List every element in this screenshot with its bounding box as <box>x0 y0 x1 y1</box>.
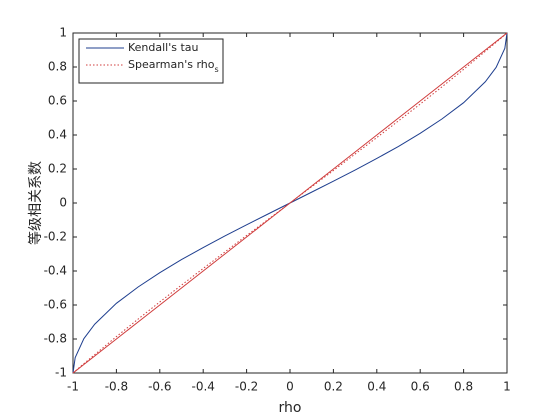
y-tick-label: -0.4 <box>44 264 67 278</box>
x-tick-label: 0.2 <box>324 380 343 394</box>
y-tick-label: 0.6 <box>48 94 67 108</box>
y-axis-label: 等级相关系数 <box>27 161 44 245</box>
legend-label: Kendall's tau <box>128 41 199 54</box>
y-tick-label: 0.4 <box>48 128 67 142</box>
legend-box <box>78 38 224 84</box>
x-tick-label: 0.6 <box>411 380 430 394</box>
x-tick-label: -0.8 <box>105 380 128 394</box>
x-tick-label: -0.2 <box>235 380 258 394</box>
series-line <box>72 32 508 374</box>
x-tick-label: 0.4 <box>367 380 386 394</box>
y-tick-label: -0.2 <box>44 230 67 244</box>
x-axis-label: rho <box>279 400 302 416</box>
y-tick-label: 0.8 <box>48 60 67 74</box>
y-tick-label: 0.2 <box>48 162 67 176</box>
x-tick-label: 0.8 <box>454 380 473 394</box>
y-tick-label: -0.8 <box>44 332 67 346</box>
y-tick-label: 0 <box>59 196 67 210</box>
legend-label-text: Spearman's rho <box>128 58 215 71</box>
legend-label: Spearman's rhos <box>128 58 219 74</box>
legend-label-text: Kendall's tau <box>128 41 199 54</box>
series-line <box>72 32 508 374</box>
y-tick-label: -1 <box>55 366 67 380</box>
legend-label-subscript: s <box>215 65 219 74</box>
x-tick-label: -1 <box>67 380 79 394</box>
y-tick-label: 1 <box>59 26 67 40</box>
x-tick-label: -0.6 <box>148 380 171 394</box>
x-tick-label: -0.4 <box>191 380 214 394</box>
y-tick-label: -0.6 <box>44 298 67 312</box>
x-tick-label: 0 <box>286 380 294 394</box>
x-tick-label: 1 <box>503 380 511 394</box>
